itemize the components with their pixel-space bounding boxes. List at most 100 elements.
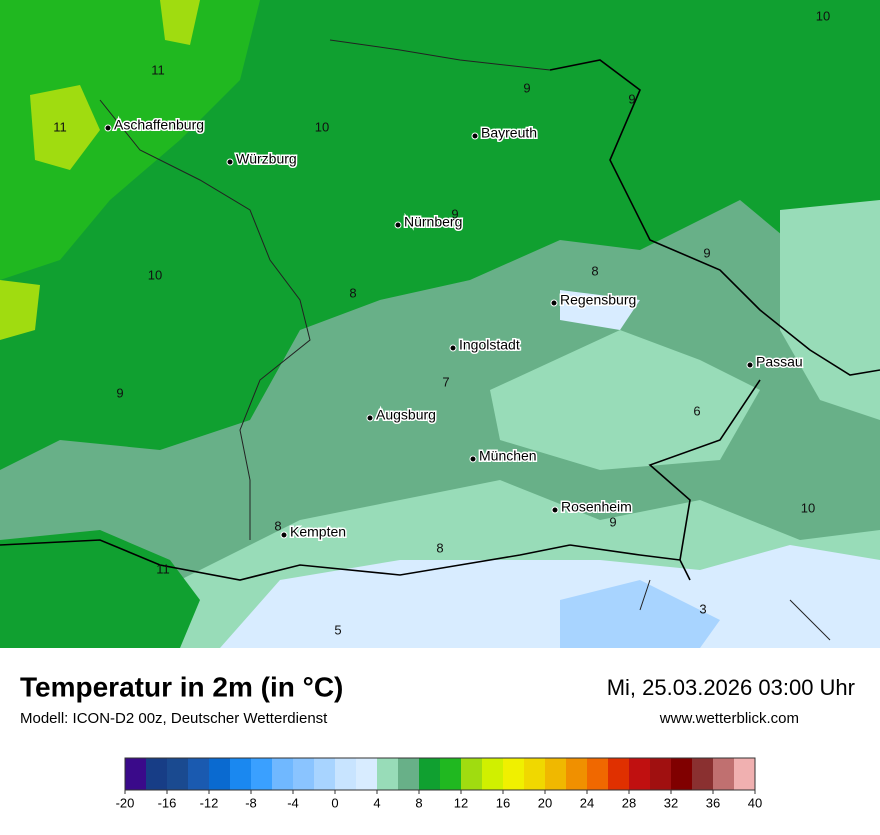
tick-label: 40 — [748, 795, 762, 810]
city-dot — [449, 344, 457, 352]
city-dot — [550, 299, 558, 307]
city-dot — [469, 455, 477, 463]
tick-label: 36 — [706, 795, 720, 810]
region — [0, 530, 200, 648]
color-segment — [713, 758, 735, 790]
colorbar-frame — [124, 757, 756, 791]
color-segment — [356, 758, 378, 790]
tick-label: 20 — [538, 795, 552, 810]
temperature-label: 10 — [801, 500, 815, 515]
temperature-label: 11 — [151, 62, 165, 77]
color-segment — [524, 758, 546, 790]
color-segment — [692, 758, 714, 790]
date: Mi, 25.03.2026 03:00 Uhr — [607, 675, 855, 700]
color-segment — [608, 758, 630, 790]
city-label: Bayreuth — [481, 125, 537, 141]
legend: -20 -16 -12 -8 -4 0 4 8 12 16 20 24 28 32 36 40 — [116, 757, 762, 810]
city-label: Würzburg — [236, 151, 297, 167]
color-segment — [293, 758, 315, 790]
city-dot — [394, 221, 402, 229]
city-label: Passau — [756, 354, 803, 370]
city-label: Nürnberg — [404, 214, 462, 230]
tick-label: -16 — [158, 795, 177, 810]
city-dot — [471, 132, 479, 140]
tick-label: -4 — [287, 795, 299, 810]
admin-border — [99, 39, 831, 641]
city-dot — [746, 361, 754, 369]
region — [490, 330, 760, 470]
color-segment — [650, 758, 672, 790]
temperature-label: 11 — [53, 119, 67, 134]
tick-label: -12 — [200, 795, 219, 810]
temperature-label: 8 — [274, 518, 281, 533]
region — [560, 580, 720, 648]
region — [160, 0, 200, 45]
tick-label: 8 — [415, 795, 422, 810]
color-segment — [566, 758, 588, 790]
color-segment — [314, 758, 336, 790]
city-label: Augsburg — [376, 407, 436, 423]
tick-label: 32 — [664, 795, 678, 810]
temperature-label: 10 — [315, 119, 329, 134]
color-segment — [377, 758, 399, 790]
color-segment — [251, 758, 273, 790]
temperature-label: 9 — [609, 514, 616, 529]
temperature-label: 10 — [148, 267, 162, 282]
region — [0, 0, 880, 470]
color-segment — [629, 758, 651, 790]
city-label: Kempten — [290, 524, 346, 540]
border — [0, 59, 880, 581]
temperature-label: 3 — [699, 601, 706, 616]
region — [560, 290, 640, 330]
region — [30, 85, 100, 170]
temperature-label: 10 — [816, 8, 830, 23]
subtitle: Modell: ICON-D2 00z, Deutscher Wetterdie… — [20, 710, 328, 727]
color-segment — [167, 758, 189, 790]
color-segment — [734, 758, 756, 790]
city-label: Aschaffenburg — [114, 117, 204, 133]
temperature-label: 8 — [591, 263, 598, 278]
color-segment — [272, 758, 294, 790]
color-segment — [419, 758, 441, 790]
color-segment — [398, 758, 420, 790]
region — [0, 280, 40, 340]
tick-label: 0 — [331, 795, 338, 810]
color-segment — [482, 758, 504, 790]
color-segment — [125, 758, 147, 790]
color-segment — [335, 758, 357, 790]
color-segment — [587, 758, 609, 790]
color-segment — [146, 758, 168, 790]
color-segment — [209, 758, 231, 790]
temperature-label: 9 — [628, 91, 635, 106]
temperature-label: 7 — [442, 374, 449, 389]
temperature-label: 8 — [349, 285, 356, 300]
tick-label: 28 — [622, 795, 636, 810]
color-segment — [671, 758, 693, 790]
temperature-label: 9 — [523, 80, 530, 95]
city-dot — [226, 158, 234, 166]
city-label: Regensburg — [560, 292, 636, 308]
color-segment — [188, 758, 210, 790]
temperature-label: 9 — [451, 206, 458, 221]
city-dot — [551, 506, 559, 514]
tick-label: -8 — [245, 795, 257, 810]
region — [780, 200, 880, 420]
city-label: Rosenheim — [561, 499, 632, 515]
city-label: München — [479, 448, 537, 464]
tick-label: -20 — [116, 795, 135, 810]
title: Temperatur in 2m (in °C) — [20, 671, 343, 702]
temperature-label: 6 — [693, 403, 700, 418]
tick-label: 4 — [373, 795, 380, 810]
city-dot — [366, 414, 374, 422]
tick-label: 12 — [454, 795, 468, 810]
city-dot — [280, 531, 288, 539]
tick-label: 24 — [580, 795, 594, 810]
temperature-label: 8 — [436, 540, 443, 555]
cities: Aschaffenburg Würzburg Bayreuth Nürnberg Reg… — [104, 115, 804, 541]
site: www.wetterblick.com — [659, 710, 799, 727]
color-segment — [230, 758, 252, 790]
temperature-label: 9 — [703, 245, 710, 260]
color-segment — [461, 758, 483, 790]
